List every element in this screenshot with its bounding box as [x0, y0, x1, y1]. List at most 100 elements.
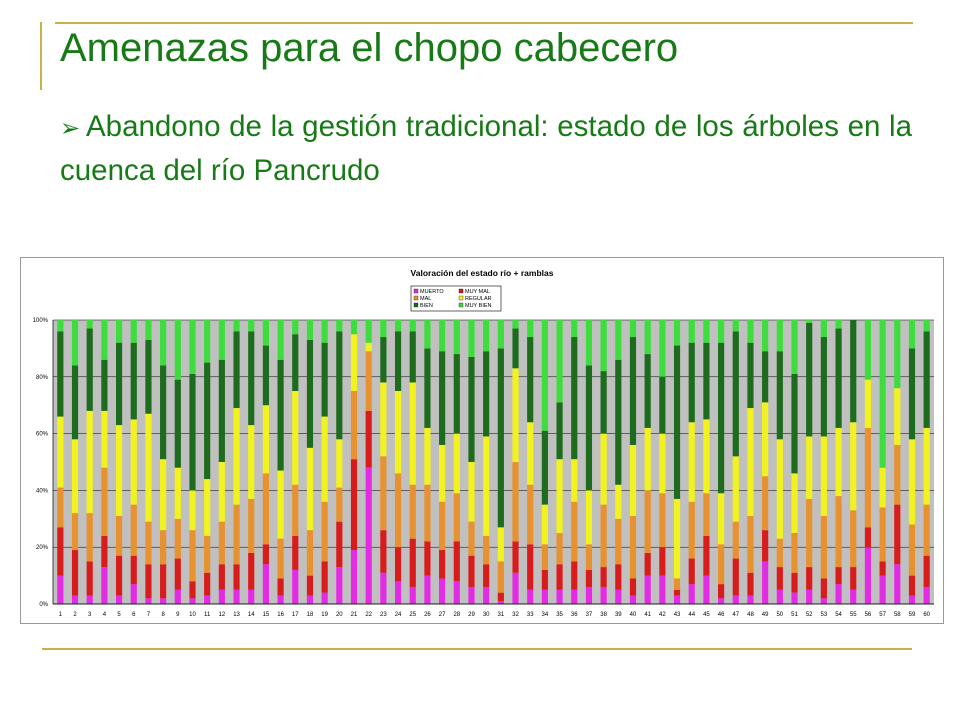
bar-segment	[923, 320, 930, 332]
legend-swatch	[413, 288, 419, 294]
bar-segment	[791, 533, 798, 573]
bar-segment	[86, 595, 93, 604]
bar-segment	[894, 564, 901, 604]
bar-segment	[556, 320, 563, 403]
bar-segment	[806, 498, 813, 568]
bar-segment	[306, 320, 314, 340]
bar-segment	[336, 320, 343, 332]
bar-segment	[747, 408, 754, 516]
bar-segment	[292, 535, 299, 570]
bar-segment	[115, 342, 123, 426]
x-tick-label: 44	[688, 612, 695, 618]
bar-segment	[453, 493, 460, 542]
bar-segment	[703, 419, 710, 494]
bar-segment	[380, 382, 387, 457]
bar-segment	[556, 589, 563, 604]
bar-segment	[659, 376, 666, 434]
bar-segment	[409, 331, 416, 383]
x-tick-label: 9	[176, 612, 180, 618]
bar-segment	[101, 410, 108, 468]
bar-segment	[453, 581, 460, 604]
bar-segment	[629, 578, 637, 596]
bar-segment	[908, 575, 916, 596]
bar-segment	[644, 354, 651, 428]
bar-segment	[204, 535, 211, 573]
bar-segment	[439, 444, 446, 502]
bar-segment	[732, 595, 739, 604]
bar-segment	[541, 544, 548, 570]
bar-segment	[556, 402, 563, 460]
bar-segment	[629, 320, 637, 338]
bar-segment	[483, 586, 490, 604]
bar-segment	[644, 575, 651, 604]
bar-segment	[409, 320, 416, 332]
bar-segment	[350, 391, 358, 460]
bar-segment	[336, 521, 343, 568]
bar-segment	[673, 578, 681, 590]
x-tick-label: 20	[336, 612, 343, 618]
bar-segment	[864, 320, 872, 380]
bar-segment	[380, 530, 387, 573]
bar-segment	[439, 578, 446, 604]
x-tick-label: 21	[351, 612, 358, 618]
bar-segment	[629, 595, 637, 604]
bar-segment	[248, 589, 255, 604]
bar-segment	[189, 581, 196, 599]
bar-segment	[600, 586, 607, 604]
bar-segment	[703, 320, 710, 343]
bar-segment	[527, 484, 534, 545]
x-tick-label: 40	[630, 612, 637, 618]
bar-segment	[321, 342, 328, 417]
bar-segment	[160, 564, 167, 599]
bar-segment	[615, 484, 622, 519]
x-tick-label: 52	[806, 612, 813, 618]
bar-segment	[923, 555, 930, 587]
bar-segment	[908, 439, 916, 525]
bar-segment	[894, 504, 901, 565]
x-tick-label: 55	[850, 612, 857, 618]
bar-segment	[424, 484, 431, 542]
bar-segment	[218, 462, 225, 522]
bar-segment	[659, 433, 666, 494]
bar-segment	[218, 359, 225, 462]
bar-segment	[204, 362, 211, 480]
bar-segment	[204, 320, 211, 363]
bar-segment	[189, 598, 196, 604]
bar-segment	[747, 320, 754, 343]
bar-segment	[248, 320, 255, 332]
bar-segment	[453, 354, 460, 434]
bar-segment	[71, 513, 79, 551]
bar-segment	[703, 535, 710, 576]
x-tick-label: 10	[189, 612, 196, 618]
bar-segment	[835, 496, 842, 568]
bar-segment	[115, 555, 123, 596]
title-accent-vertical-line	[40, 22, 42, 90]
bar-segment	[394, 320, 402, 332]
bar-segment	[292, 569, 299, 604]
bar-segment	[850, 320, 857, 423]
bar-segment	[864, 527, 872, 548]
bar-segment	[468, 320, 475, 357]
bar-segment	[380, 456, 387, 531]
x-tick-label: 48	[747, 612, 754, 618]
bar-segment	[380, 337, 387, 383]
bar-segment	[218, 564, 225, 590]
bar-segment	[115, 515, 123, 556]
legend-label: BIEN	[420, 303, 433, 309]
bar-segment	[512, 541, 519, 573]
chart-frame: Valoración del estado río + ramblas MUERT…	[20, 257, 944, 624]
bar-segment	[57, 487, 64, 528]
bar-segment	[86, 328, 93, 411]
bar-segment	[306, 447, 314, 531]
bar-segment	[688, 558, 695, 585]
x-tick-label: 3	[88, 612, 92, 618]
bar-segment	[527, 320, 534, 338]
bar-segment	[747, 342, 754, 409]
bar-segment	[850, 510, 857, 568]
bar-segment	[703, 342, 710, 420]
bar-segment	[908, 524, 916, 576]
x-tick-label: 30	[483, 612, 490, 618]
bar-segment	[820, 578, 827, 599]
bar-segment	[292, 484, 299, 536]
bar-segment	[497, 348, 504, 528]
